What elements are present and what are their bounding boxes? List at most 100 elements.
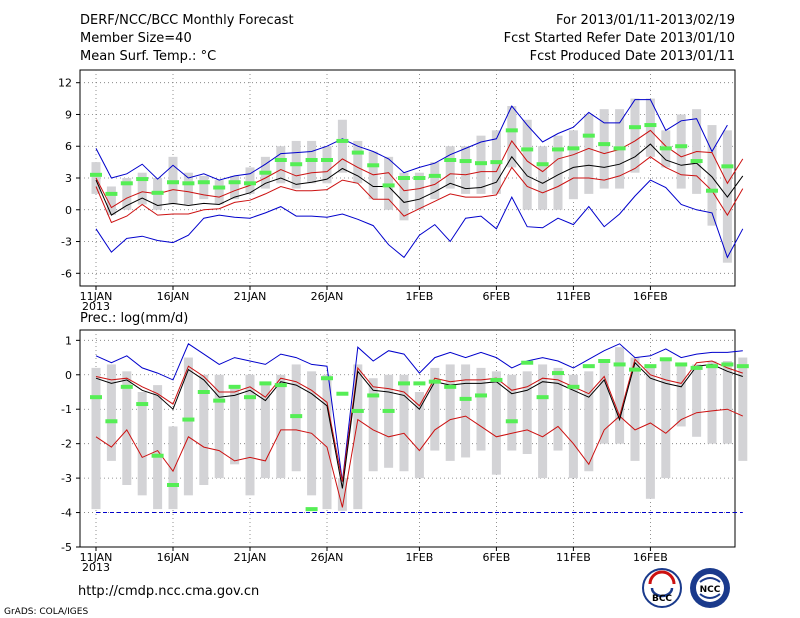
ensemble-range-box [384, 156, 394, 210]
median-marker [120, 384, 133, 389]
y-tick-label: 12 [58, 77, 72, 90]
median-marker [428, 379, 441, 384]
median-marker [659, 146, 672, 151]
ensemble-range-box [430, 162, 440, 200]
x-tick-label: 11FEB [556, 551, 591, 564]
median-marker [274, 158, 287, 162]
ensemble-range-box [661, 357, 671, 479]
y-tick-label: 0 [65, 204, 72, 217]
median-marker [274, 383, 287, 388]
median-marker [398, 381, 410, 386]
median-marker [259, 381, 272, 386]
ensemble-range-box [322, 374, 332, 510]
ensemble-range-box [599, 109, 609, 189]
ensemble-range-box [91, 367, 101, 510]
upper-bound-line [95, 343, 743, 482]
ensemble-range-box [507, 374, 517, 451]
median-marker [213, 398, 226, 403]
x-tick-label: 11JAN [80, 551, 113, 564]
ensemble-range-box [584, 371, 594, 472]
ensemble-range-box [568, 130, 578, 200]
ensemble-range-box [214, 180, 224, 205]
median-marker [136, 177, 149, 182]
median-marker [582, 364, 595, 369]
ensemble-range-box [183, 357, 193, 496]
ensemble-range-box [707, 361, 717, 444]
x-tick-label: 16FEB [633, 551, 668, 564]
median-marker [629, 367, 641, 372]
median-marker [367, 393, 380, 398]
ensemble-range-box [630, 98, 640, 173]
ensemble-range-box [568, 374, 578, 479]
median-marker [244, 181, 256, 186]
ensemble-range-box [245, 374, 255, 496]
ensemble-range-box [276, 374, 286, 479]
ensemble-range-box [430, 367, 440, 451]
median-marker [706, 188, 718, 193]
bcc-logo: BCC [642, 568, 682, 608]
x-tick-label: 16JAN [157, 290, 190, 303]
median-marker [167, 483, 179, 487]
lower-bound-line [95, 179, 744, 259]
median-marker [136, 402, 149, 407]
y-tick-label: -3 [61, 472, 72, 485]
ensemble-range-box [137, 172, 147, 205]
ensemble-range-box [106, 186, 116, 216]
ensemble-range-box [276, 146, 286, 184]
x-tick-label: 11JAN [80, 290, 113, 303]
median-marker [736, 364, 749, 369]
median-marker [505, 419, 518, 424]
bcc-logo-text: BCC [652, 594, 672, 604]
median-marker [552, 371, 564, 376]
x-tick-year-label: 2013 [82, 300, 110, 313]
ensemble-range-box [368, 378, 378, 472]
median-marker [536, 162, 549, 167]
median-marker [197, 390, 210, 394]
ensemble-range-box [476, 367, 486, 451]
ensemble-range-box [553, 135, 563, 210]
member-size-label: Member Size=40 [80, 31, 192, 46]
median-marker [690, 159, 703, 164]
median-marker [706, 364, 718, 369]
median-marker [598, 359, 611, 363]
lower-inner-line [95, 156, 744, 224]
median-marker [552, 147, 564, 152]
ensemble-range-box [645, 98, 655, 157]
ensemble-range-box [137, 392, 147, 496]
median-marker [228, 384, 241, 389]
median-marker [444, 384, 457, 389]
ensemble-range-box [307, 140, 317, 184]
median-marker [305, 158, 318, 162]
y-tick-label: -3 [61, 236, 72, 249]
x-tick-year-label: 2013 [82, 561, 110, 574]
x-tick-label: 21JAN [234, 290, 267, 303]
produced-date: Fcst Produced Date 2013/01/11 [530, 49, 735, 64]
ensemble-range-box [615, 347, 625, 444]
median-marker [197, 180, 210, 185]
median-marker [459, 159, 472, 164]
median-marker [182, 181, 195, 186]
lower-inner-line [95, 408, 744, 508]
grads-credit: GrADS: COLA/IGES [4, 607, 88, 617]
x-tick-label: 26JAN [311, 290, 344, 303]
median-marker [305, 507, 318, 512]
median-marker [336, 391, 349, 396]
median-marker [675, 144, 688, 149]
ensemble-range-box [384, 374, 394, 468]
median-marker [413, 176, 426, 180]
prec-panel-label: Prec.: log(mm/d) [80, 311, 188, 326]
ensemble-range-box [230, 385, 240, 465]
median-marker [490, 160, 503, 165]
ensemble-range-box [214, 374, 224, 479]
median-marker [659, 357, 672, 362]
median-marker [690, 365, 703, 370]
prec-panel-frame [79, 329, 736, 548]
ensemble-range-box [522, 119, 532, 210]
median-marker [167, 180, 179, 185]
y-tick-label: -2 [61, 438, 72, 451]
median-marker [567, 146, 580, 151]
ensemble-range-box [461, 364, 471, 458]
median-marker [413, 381, 426, 386]
x-tick-label: 6FEB [482, 290, 510, 303]
